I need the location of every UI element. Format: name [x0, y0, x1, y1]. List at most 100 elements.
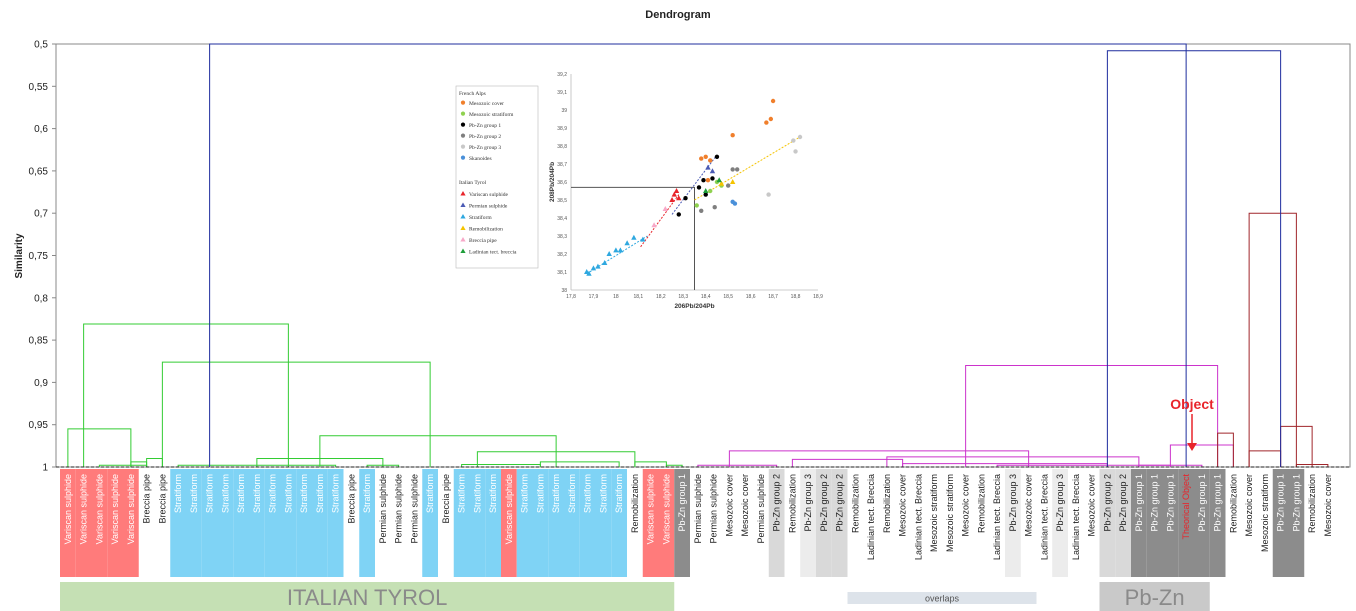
y-tick-label: 0,8 [34, 293, 48, 304]
leaf-band [485, 469, 501, 577]
legend-marker [460, 100, 466, 105]
inset-legend-box [455, 85, 539, 269]
leaf-label: Remobilization [850, 474, 860, 533]
legend-entry: Mesozoic cover [469, 101, 504, 107]
leaf-label: Ladinian tect. Breccia [866, 474, 876, 560]
leaf-label: Remobilization [882, 474, 892, 533]
inset-y-tick: 38,6 [557, 180, 567, 186]
leaf-label: Mesozoic stratiform [1260, 474, 1270, 552]
group-label: overlaps [925, 594, 960, 604]
dendrogram-link [886, 456, 1140, 467]
inset-x-tick: 17,8 [566, 294, 576, 300]
leaf-band [1178, 469, 1194, 577]
inset-point [669, 197, 675, 202]
inset-x-tick: 18,8 [791, 294, 801, 300]
leaf-band [1194, 469, 1210, 577]
leaf-label: Pb-Zn group 2 [1118, 474, 1128, 532]
inset-point [694, 203, 699, 208]
leaf-label: Variscan sulphide [79, 474, 89, 544]
leaf-label: Variscan sulphide [63, 474, 73, 544]
dendrogram-link [130, 461, 148, 467]
inset-point [725, 183, 731, 188]
inset-point [708, 158, 713, 163]
inset-x-tick: 18,3 [678, 294, 688, 300]
leaf-label: Remobilization [787, 474, 797, 533]
leaf-label: Stratiform [567, 474, 577, 513]
dendrogram-link [634, 461, 667, 467]
inset-point [705, 178, 711, 183]
inset-point [676, 212, 681, 217]
inset-point [705, 164, 711, 170]
leaf-label: Mesozoic stratiform [929, 474, 939, 552]
leaf-label: Pb-Zn group 1 [1276, 474, 1286, 532]
leaf-band [217, 469, 234, 577]
dendrogram-link [67, 428, 132, 467]
leaf-label: Pb-Zn group 1 [1291, 474, 1301, 532]
inset-point [710, 176, 715, 181]
leaf-label: Remobilization [1307, 474, 1317, 533]
inset-point [718, 180, 725, 186]
dendrogram-link [83, 323, 289, 467]
leaf-band [1099, 469, 1116, 577]
inset-point [590, 265, 597, 271]
leaf-label: Permian sulphide [409, 474, 419, 544]
leaf-label: Breccia pipe [157, 474, 167, 524]
leaf-label: Stratiform [520, 474, 530, 513]
legend-entry: Ladinian tect. breccia [469, 250, 517, 256]
legend-marker [460, 214, 466, 219]
leaf-label: Variscan sulphide [646, 474, 656, 544]
y-axis-label: Similarity [14, 233, 25, 278]
group-bar [847, 592, 1037, 604]
legend-entry: Pb-Zn group 2 [469, 134, 501, 140]
leaf-band [768, 469, 785, 577]
legend-marker [460, 248, 466, 253]
legend-entry: Permian sulphide [469, 204, 508, 210]
leaf-label: Variscan sulphide [110, 474, 120, 544]
leaf-label: Pb-Zn group 2 [1102, 474, 1112, 532]
leaf-label: Mesozoic cover [1024, 474, 1034, 537]
dendrogram-link [1217, 432, 1234, 467]
leaf-band [564, 469, 580, 577]
legend-marker [460, 133, 466, 138]
leaf-label: Stratiform [425, 474, 435, 513]
inset-x-tick: 17,9 [589, 294, 599, 300]
leaf-label: Pb-Zn group 2 [819, 474, 829, 532]
leaf-label: Pb-Zn group 3 [1008, 474, 1018, 532]
inset-point [708, 188, 713, 194]
inset-point [701, 178, 706, 183]
leaf-band [501, 469, 517, 577]
leaf-label: Stratiform [362, 474, 372, 513]
object-annotation: Object [1170, 396, 1214, 451]
dendrogram-link [1248, 212, 1297, 467]
leaf-label: Remobilization [976, 474, 986, 533]
leaf-band [1131, 469, 1147, 577]
dendrogram-link [1169, 444, 1234, 467]
leaf-band [831, 469, 848, 577]
leaf-band [1146, 469, 1163, 577]
leaf-band [327, 469, 344, 577]
leaf-band [642, 469, 659, 577]
leaf-band [422, 469, 438, 577]
leaf-band [1288, 469, 1305, 577]
leaf-label: Mesozoic cover [961, 474, 971, 537]
leaf-band [532, 469, 549, 577]
legend-marker [460, 111, 466, 116]
leaf-label: Pb-Zn group 1 [1213, 474, 1223, 532]
leaf-band [453, 469, 470, 577]
inset-point [703, 192, 708, 197]
object-annotation-label: Object [1170, 396, 1214, 412]
leaf-label: Variscan sulphide [126, 474, 136, 544]
legend-entry: Pb-Zn group 1 [469, 123, 501, 129]
legend-marker [460, 144, 466, 149]
inset-point [797, 134, 803, 140]
leaf-band [359, 469, 375, 577]
group-bar [1099, 582, 1210, 611]
inset-y-tick: 38,7 [557, 162, 567, 168]
inset-x-label: 206Pb/204Pb [674, 303, 714, 310]
leaf-label: Permian sulphide [378, 474, 388, 544]
inset-point [640, 236, 646, 242]
leaf-label: Ladinian tect. Breccia [992, 474, 1002, 560]
inset-x-tick: 18,9 [813, 294, 823, 300]
leaf-label: Pb-Zn group 3 [1055, 474, 1065, 532]
